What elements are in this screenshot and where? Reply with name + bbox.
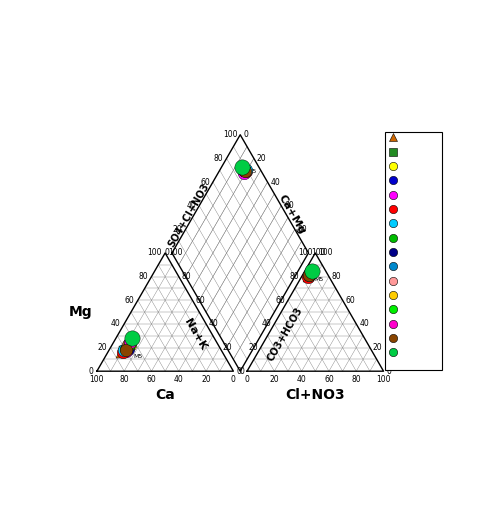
Text: 60: 60 (284, 201, 293, 210)
Text: 60: 60 (195, 296, 205, 305)
Text: 60: 60 (124, 296, 134, 305)
Text: 40: 40 (209, 319, 218, 328)
Text: 100: 100 (90, 375, 104, 384)
Text: 20: 20 (269, 375, 279, 384)
Text: 40: 40 (186, 201, 196, 210)
Text: 60: 60 (275, 296, 285, 305)
Text: 1992: 1992 (402, 219, 425, 228)
Text: 2009: 2009 (402, 348, 425, 357)
Text: SO4: SO4 (399, 307, 424, 317)
Text: 1995: 1995 (402, 262, 425, 271)
Text: 80: 80 (119, 375, 129, 384)
Text: 40: 40 (270, 178, 280, 186)
Text: 100: 100 (147, 248, 161, 258)
Text: 100: 100 (311, 248, 325, 258)
Text: 80: 80 (297, 225, 307, 234)
Text: M5: M5 (247, 169, 257, 174)
Text: 0: 0 (88, 367, 93, 376)
Text: 20: 20 (201, 375, 210, 384)
FancyBboxPatch shape (384, 132, 441, 370)
Text: M5: M5 (133, 354, 142, 359)
Text: 1998: 1998 (402, 305, 425, 314)
Text: 0: 0 (244, 375, 249, 384)
Text: 100: 100 (168, 248, 182, 258)
Text: 1991: 1991 (402, 205, 425, 214)
Text: 80: 80 (351, 375, 360, 384)
Text: Mg: Mg (69, 305, 92, 319)
Text: 80: 80 (289, 272, 298, 281)
Text: 0: 0 (386, 367, 391, 376)
Text: CO3+HCO3: CO3+HCO3 (265, 306, 304, 363)
Text: 100: 100 (318, 248, 332, 258)
Text: Cl+NO3: Cl+NO3 (285, 387, 344, 401)
Text: 20: 20 (173, 225, 182, 234)
Text: 1990: 1990 (402, 190, 425, 199)
Text: 40: 40 (261, 319, 271, 328)
Text: 60: 60 (146, 375, 156, 384)
Text: 20: 20 (97, 343, 107, 352)
Text: 1987: 1987 (402, 147, 425, 157)
Text: 80: 80 (213, 154, 223, 163)
Text: 40: 40 (359, 319, 368, 328)
Text: 60: 60 (345, 296, 355, 305)
Text: 0: 0 (230, 375, 235, 384)
Text: 40: 40 (111, 319, 121, 328)
Text: 2003: 2003 (402, 334, 425, 343)
Text: Ca: Ca (155, 387, 175, 401)
Text: 1996: 1996 (402, 276, 425, 285)
Text: 100: 100 (297, 248, 312, 258)
Text: 80: 80 (181, 272, 191, 281)
Text: 20: 20 (372, 343, 382, 352)
Text: 1993: 1993 (402, 233, 425, 242)
Text: 40: 40 (296, 375, 306, 384)
Text: 0: 0 (236, 367, 241, 376)
Text: 0: 0 (238, 367, 243, 376)
Text: SO4+Cl+NO3: SO4+Cl+NO3 (166, 181, 210, 248)
Text: 60: 60 (324, 375, 333, 384)
Text: Ca+Mg: Ca+Mg (276, 193, 307, 236)
Text: 1999: 1999 (402, 319, 425, 328)
Text: 80: 80 (331, 272, 341, 281)
Text: 100: 100 (376, 375, 390, 384)
Text: 40: 40 (173, 375, 183, 384)
Text: 1986: 1986 (402, 133, 425, 142)
Text: 0: 0 (242, 130, 247, 139)
Text: 1994: 1994 (402, 247, 425, 257)
Text: Na+K: Na+K (182, 317, 208, 352)
Text: 20: 20 (257, 154, 266, 163)
Text: 1989: 1989 (402, 176, 425, 185)
Text: 0: 0 (164, 248, 169, 258)
Text: 1988: 1988 (402, 162, 425, 171)
Text: 60: 60 (200, 178, 209, 186)
Text: 100: 100 (222, 130, 237, 139)
Text: M5: M5 (313, 277, 323, 282)
Text: 1997: 1997 (402, 291, 425, 299)
Text: 20: 20 (222, 343, 232, 352)
Text: 20: 20 (247, 343, 257, 352)
Text: 80: 80 (138, 272, 148, 281)
